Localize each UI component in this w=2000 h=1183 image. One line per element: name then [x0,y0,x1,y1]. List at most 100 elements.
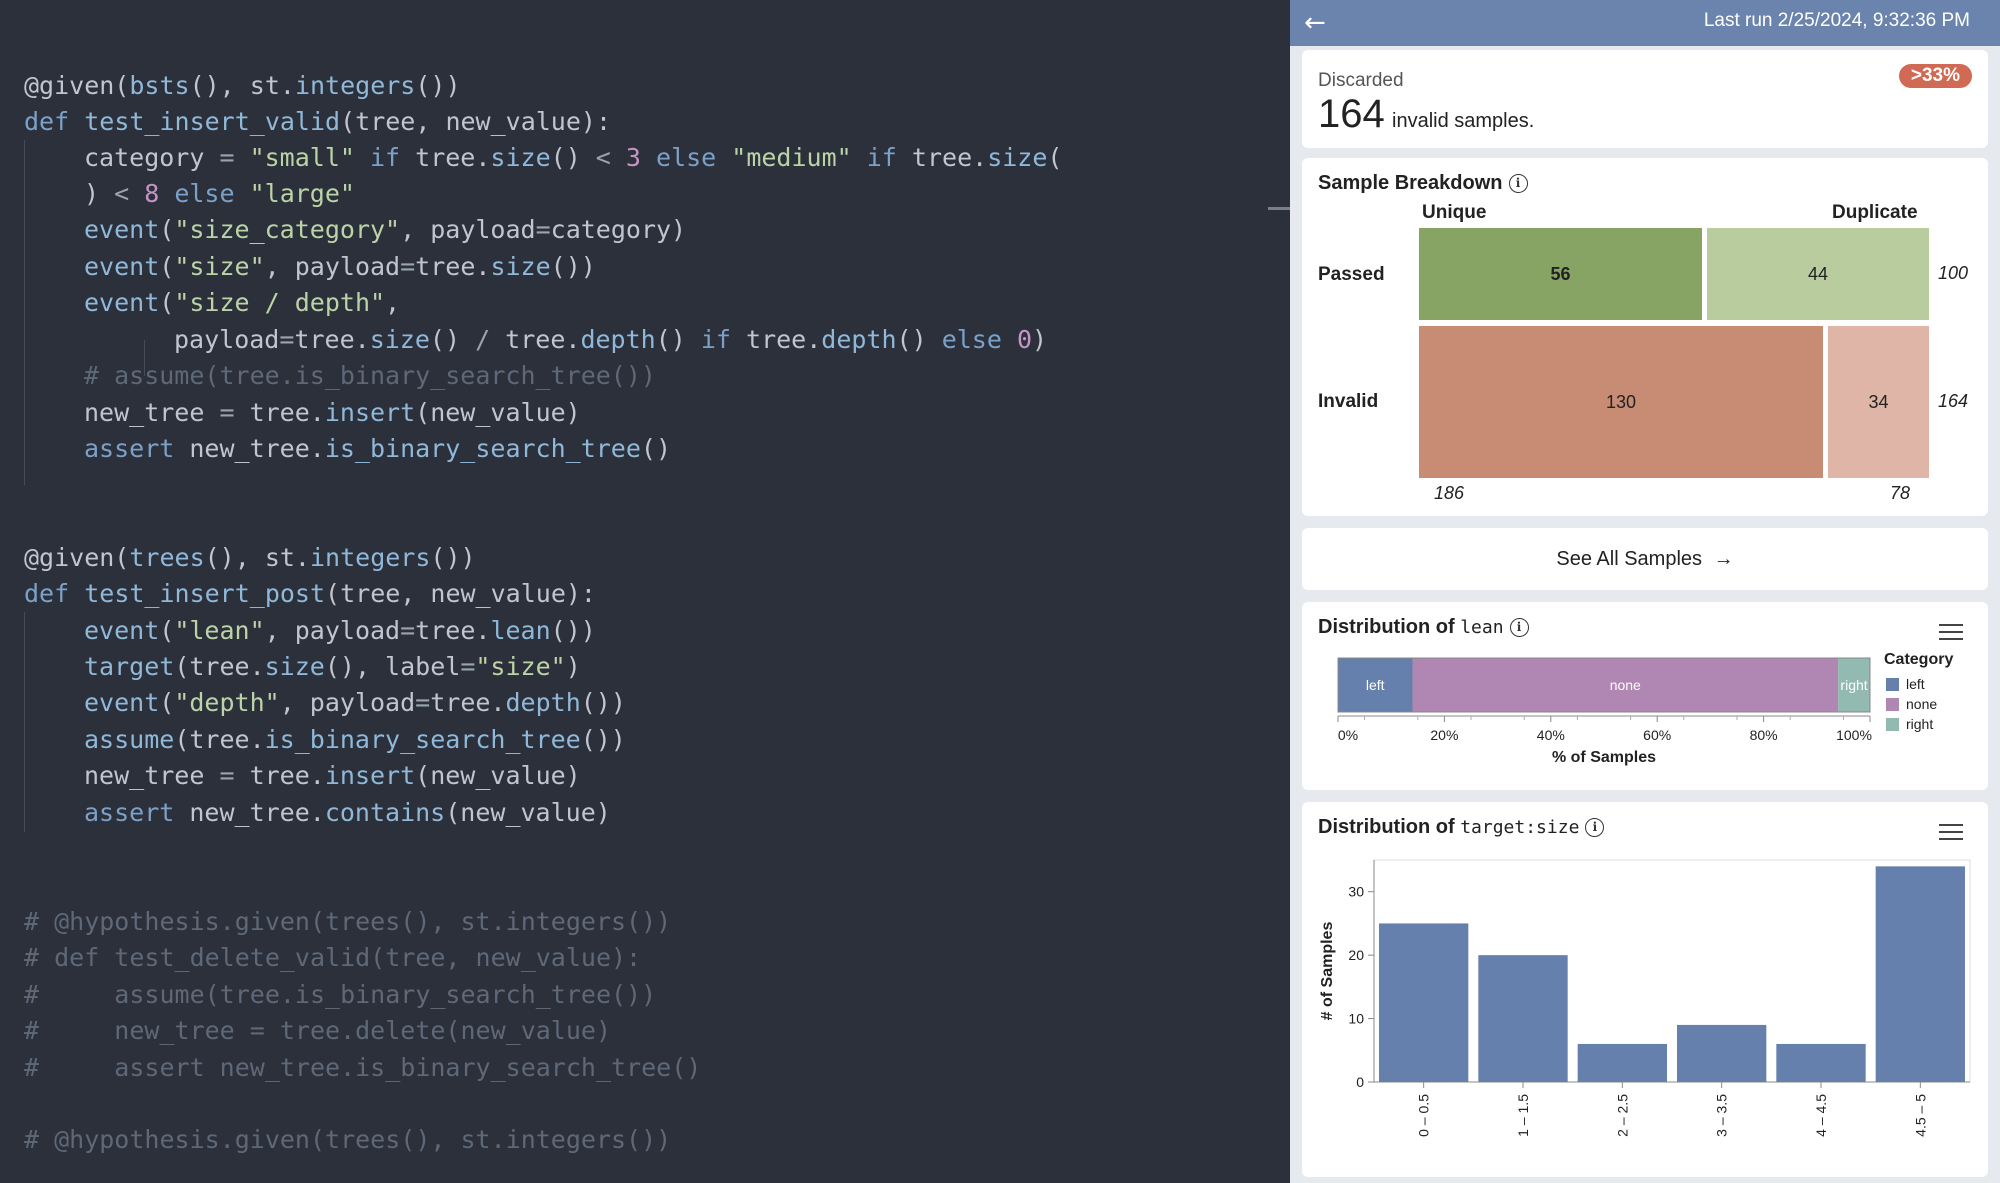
code-token: "depth" [174,688,280,717]
code-token: @given( [24,71,130,100]
code-token: tree. [415,252,491,281]
code-token: if [354,143,416,172]
code-token: if [700,325,747,354]
indent-guide [24,140,25,485]
code-token: new_tree. [189,798,325,827]
hamburger-menu-icon[interactable] [1939,824,1963,840]
code-token: assume [84,725,175,754]
code-token: ( [159,215,175,244]
indent-guide [144,340,145,376]
code-token: def [24,107,85,136]
code-token: # assume(tree.is_binary_search_tree()) [24,980,657,1009]
code-token: ) [565,652,581,681]
target-x-tick-label: 2 – 2.5 [1614,1094,1630,1137]
info-icon[interactable]: i [1508,174,1528,194]
code-token: ()) [430,543,476,572]
invalid-duplicate-cell[interactable]: 34 [1828,326,1929,478]
lean-x-tick-label: 20% [1430,727,1458,743]
code-token: def [24,579,85,608]
code-token: tree. [294,325,370,354]
test-results-panel: ← Last run 2/25/2024, 9:32:36 PM Discard… [1290,0,2000,1183]
lean-legend-label-none: none [1906,696,1937,712]
row-passed-label: Passed [1318,264,1385,285]
lean-legend-swatch-none [1886,698,1899,711]
code-token: tree. [430,688,506,717]
code-line: new_tree = tree.insert(new_value) [84,395,581,431]
code-token: , payload [264,616,401,645]
lean-chart-title: Distribution of lean i [1318,616,1529,639]
code-token: 3 [625,143,641,172]
discarded-card: Discarded 164 invalid samples. >33% [1302,50,1988,148]
code-line: # assume(tree.is_binary_search_tree()) [24,977,656,1013]
code-line: event("size", payload=tree.size()) [84,249,596,285]
lean-title-prefix: Distribution of [1318,616,1455,638]
code-token: # def test_delete_valid(tree, new_value)… [24,943,642,972]
lean-title-code: lean [1460,617,1504,638]
code-token: size [987,143,1048,172]
code-token: "medium" [731,143,852,172]
code-token: contains [324,798,446,827]
code-token: "size" [174,252,265,281]
invalid-unique-cell[interactable]: 130 [1419,326,1823,478]
target-size-chart: 0 10 20 30 0 – 0.5 1 – 1.5 2 – 2.5 3 – 3.5 4 – 4… [1319,859,1971,1137]
back-button[interactable]: ← [1304,8,1338,38]
code-token: size [490,143,551,172]
code-token: "size" [475,652,566,681]
hamburger-menu-icon[interactable] [1939,624,1963,640]
code-token: tree. [746,325,822,354]
code-token: @given( [24,543,130,572]
code-token: , payload [279,688,416,717]
lean-bar-left [1338,658,1413,712]
code-line: assume(tree.is_binary_search_tree()) [84,722,626,758]
target-y-tick-label: 10 [1348,1011,1364,1027]
code-token: (), label [324,652,461,681]
code-token: (tree, new_value): [340,107,612,136]
code-line: # assert new_tree.is_binary_search_tree(… [24,1050,701,1086]
code-token: lean [490,616,551,645]
code-token: event [84,688,160,717]
code-token: (tree. [174,652,265,681]
code-editor[interactable]: return Node(x, draw(bsts(lo, x - 1)), dr… [0,0,1290,1183]
code-token: ( [1047,143,1063,172]
code-token: = [535,215,551,244]
code-line: # new_tree = tree.delete(new_value) [24,1013,611,1049]
code-line: # def test_delete_valid(tree, new_value)… [24,940,641,976]
code-token: trees [129,543,205,572]
code-token: "size / depth" [174,288,386,317]
code-token: ) [1032,325,1048,354]
last-run-timestamp: Last run 2/25/2024, 9:32:36 PM [1703,10,1970,31]
passed-duplicate-cell[interactable]: 44 [1707,228,1929,320]
target-bar [1379,923,1469,1082]
code-token: (new_value) [415,761,581,790]
lean-x-tick-label: 80% [1750,727,1778,743]
lean-x-tick-label: 60% [1643,727,1671,743]
target-bar [1776,1043,1866,1082]
lean-legend-swatch-left [1886,678,1899,691]
passed-unique-cell[interactable]: 56 [1419,228,1702,320]
target-x-tick-label: 4 – 4.5 [1813,1094,1829,1137]
code-token: ()) [580,725,626,754]
code-token: else [941,325,1017,354]
code-token: ) [84,179,115,208]
code-token: event [84,215,160,244]
code-token: "size_category" [174,215,401,244]
duplicate-total: 78 [1890,483,1911,503]
editor-scroll-marker[interactable] [1268,207,1290,210]
code-line: # assume(tree.is_binary_search_tree()) [84,358,656,394]
info-icon[interactable]: i [1585,818,1605,838]
see-all-samples-button[interactable]: See All Samples → [1302,528,1988,590]
code-token: 8 [144,179,160,208]
lean-bar-label-none: none [1610,677,1641,693]
code-line: assert new_tree.is_binary_search_tree() [84,431,671,467]
code-token: bsts [129,71,190,100]
code-line: event("lean", payload=tree.lean()) [84,613,596,649]
code-token: ()) [580,688,626,717]
code-token: () [640,434,672,463]
lean-distribution-card: Distribution of lean i left none right 0% 20%… [1302,602,1988,790]
code-token: test_insert_post [84,579,326,608]
code-token: depth [505,688,581,717]
info-icon[interactable]: i [1509,618,1529,638]
code-token: ()) [550,252,596,281]
code-token: , payload [400,215,536,244]
lean-chart: left none right 0% 20% 40% 60% 80% 100% % of Samp… [1337,651,1953,766]
